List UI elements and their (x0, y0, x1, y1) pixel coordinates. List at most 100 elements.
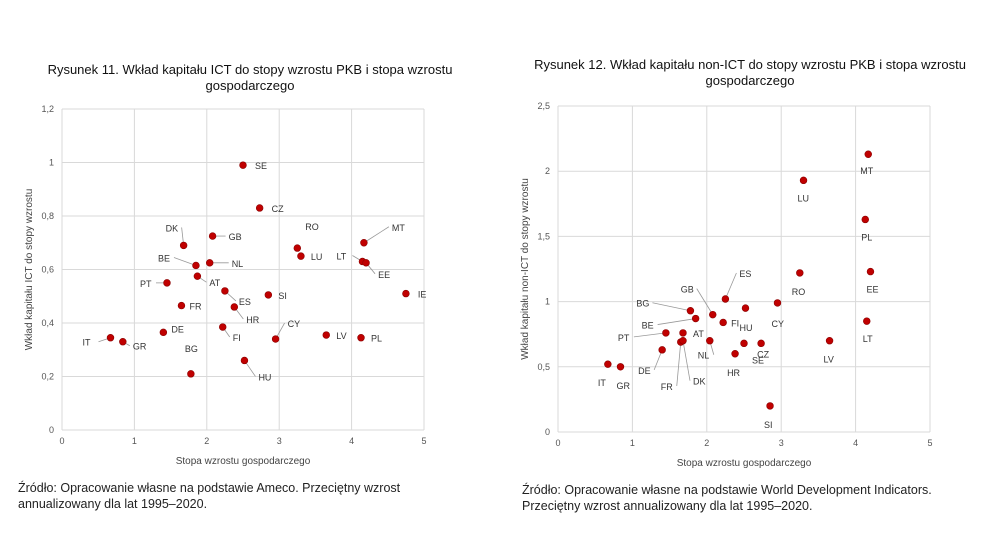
data-point-pl (357, 334, 365, 342)
data-point-hu (741, 304, 750, 312)
y-tick-label: 2,5 (537, 101, 550, 111)
label-leader-line (725, 272, 737, 300)
data-label-ee: EE (866, 285, 878, 295)
data-label-si: SI (278, 291, 287, 301)
data-point-cz (757, 339, 765, 348)
data-label-mt: MT (392, 223, 405, 233)
data-point-dk (679, 337, 687, 345)
data-point-it (106, 334, 115, 342)
data-label-at: AT (209, 278, 220, 288)
data-point-at (193, 272, 202, 280)
data-label-de: DE (638, 366, 651, 376)
data-point-gb (709, 310, 717, 319)
data-point-gr (119, 338, 127, 346)
x-tick-label: 4 (349, 436, 354, 446)
data-label-lt: LT (863, 334, 873, 344)
data-label-nl: NL (232, 259, 244, 269)
data-point-de (159, 328, 168, 337)
data-label-cz: CZ (757, 349, 769, 359)
data-label-mt: MT (860, 166, 873, 176)
x-tick-label: 2 (204, 436, 209, 446)
data-label-pt: PT (618, 333, 630, 343)
data-point-be (691, 314, 700, 323)
chart-panel-ict: Rysunek 11. Wkład kapitału ICT do stopy … (18, 62, 453, 511)
x-tick-label: 0 (555, 438, 560, 448)
y-tick-label: 0,6 (41, 265, 54, 275)
data-label-bg: BG (636, 299, 649, 309)
data-point-cz (255, 204, 264, 212)
data-point-bg (187, 370, 195, 378)
data-label-gr: GR (133, 342, 147, 352)
y-axis-title: Wkład kapitału ICT do stopy wzrostu (24, 189, 35, 351)
data-label-cy: CY (771, 319, 784, 329)
label-leader-line (676, 341, 682, 387)
label-leader-line (652, 302, 691, 312)
data-point-nl (205, 259, 214, 267)
data-point-se (239, 161, 247, 169)
data-label-it: IT (598, 378, 607, 388)
data-point-pl (861, 215, 869, 224)
label-leader-line (696, 288, 714, 315)
data-point-ee (866, 267, 875, 276)
data-point-fi (219, 323, 227, 331)
data-label-fi: FI (731, 318, 739, 328)
data-point-gb (208, 232, 217, 240)
data-point-de (658, 346, 666, 354)
data-label-gb: GB (681, 285, 694, 295)
y-tick-label: 0 (49, 425, 54, 435)
data-point-pt (662, 329, 670, 337)
data-label-be: BE (158, 253, 170, 263)
data-label-fr: FR (661, 382, 673, 392)
x-tick-label: 0 (59, 436, 64, 446)
data-point-hr (731, 350, 739, 358)
data-label-cy: CY (288, 319, 301, 329)
data-point-dk (179, 241, 188, 250)
data-point-pt (163, 279, 171, 287)
x-tick-label: 3 (277, 436, 282, 446)
data-point-fi (719, 318, 727, 327)
data-label-ro: RO (305, 222, 319, 232)
y-tick-label: 1,2 (41, 104, 54, 114)
data-point-be (192, 261, 200, 270)
data-point-si (264, 291, 273, 299)
data-point-es (221, 287, 229, 295)
y-axis-title: Wkład kapitału non-ICT do stopy wzrostu (520, 178, 531, 360)
data-label-gb: GB (229, 232, 242, 242)
data-label-gr: GR (616, 381, 630, 391)
data-label-lu: LU (311, 252, 323, 262)
data-label-bg: BG (185, 344, 198, 354)
x-tick-label: 5 (927, 438, 932, 448)
y-tick-label: 1,5 (537, 231, 550, 241)
data-point-si (766, 402, 774, 410)
data-point-lv (322, 331, 330, 339)
data-point-hu (240, 356, 249, 365)
x-tick-label: 2 (704, 438, 709, 448)
label-leader-line (363, 226, 390, 244)
data-label-hr: HR (246, 315, 259, 325)
scatter-chart-non-ict: 0 1 2 3 4 5 0 0,5 1 1,5 2 2,5 Stopa wzrostu gospodar… (520, 101, 933, 469)
y-tick-label: 0,8 (41, 211, 54, 221)
y-tick-label: 0,4 (41, 318, 54, 328)
data-label-ie: IE (418, 290, 427, 300)
data-label-pt: PT (140, 279, 152, 289)
chart-title: Rysunek 11. Wkład kapitału ICT do stopy … (47, 62, 453, 93)
data-label-hu: HU (258, 372, 271, 382)
label-leader-line (682, 340, 691, 381)
y-tick-label: 0,2 (41, 372, 54, 382)
x-axis-title: Stopa wzrostu gospodarczego (176, 456, 311, 467)
chart-panel-non-ict: Rysunek 12. Wkład kapitału non-ICT do st… (500, 0, 1000, 549)
label-leader-line (633, 332, 666, 338)
data-label-se: SE (255, 161, 267, 171)
data-label-lu: LU (798, 193, 810, 203)
data-point-mt (360, 239, 368, 247)
x-tick-label: 1 (630, 438, 635, 448)
y-tick-label: 1 (545, 297, 550, 307)
data-label-at: AT (693, 329, 704, 339)
data-label-es: ES (739, 269, 751, 279)
data-label-ee: EE (378, 270, 390, 280)
data-point-at (679, 329, 687, 337)
data-label-de: DE (171, 324, 184, 334)
data-point-gr (616, 363, 625, 371)
data-point-lu (297, 252, 305, 260)
data-point-se (740, 339, 748, 348)
